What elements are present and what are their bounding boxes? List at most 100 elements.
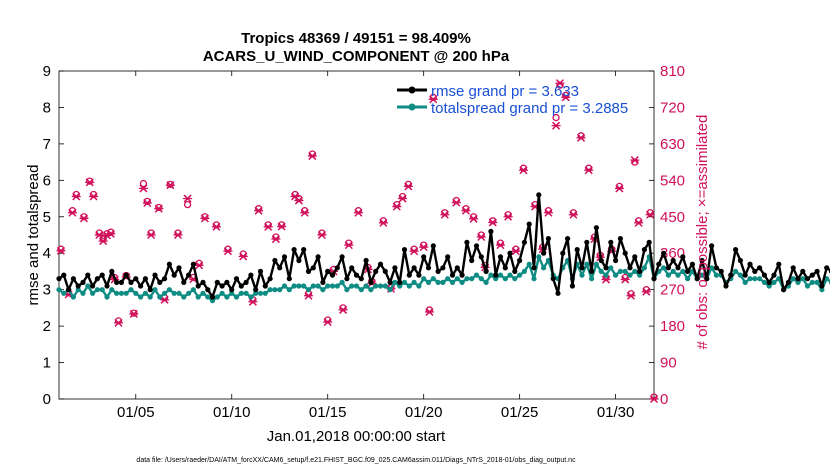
obs-assimilated-marker <box>424 307 434 316</box>
totalspread-point <box>521 268 528 274</box>
obs-possible-marker <box>80 213 88 221</box>
obs-assimilated-marker <box>263 222 273 231</box>
totalspread-point <box>464 276 470 282</box>
obs-assimilated-marker <box>461 206 471 215</box>
rmse-point <box>411 265 417 271</box>
obs-assimilated-marker <box>129 309 139 318</box>
totalspread-point <box>478 276 484 282</box>
y-left-tick-label: 7 <box>43 136 51 153</box>
rmse-point <box>85 272 91 278</box>
rmse-point <box>301 247 307 253</box>
rmse-point <box>382 268 388 274</box>
rmse-point <box>166 261 172 267</box>
rmse-point <box>406 272 412 278</box>
rmse-point <box>565 236 571 242</box>
totalspread-point <box>766 283 772 289</box>
legend-rmse-label: rmse grand pr = 3.633 <box>431 83 579 100</box>
totalspread-point <box>281 283 288 289</box>
rmse-point <box>281 254 288 260</box>
totalspread-point <box>680 268 686 274</box>
rmse-point <box>200 279 206 285</box>
legend-rmse-marker <box>408 86 416 94</box>
rmse-point <box>253 287 259 293</box>
rmse-point <box>401 247 408 253</box>
rmse-point <box>593 225 600 231</box>
x-tick-label: 01/30 <box>597 404 635 421</box>
totalspread-point <box>61 290 67 296</box>
rmse-point <box>133 276 139 282</box>
obs-assimilated-marker <box>392 202 402 211</box>
totalspread-point <box>445 276 451 282</box>
rmse-point <box>123 272 129 278</box>
totalspread-point <box>118 290 124 296</box>
rmse-point <box>114 279 120 285</box>
rmse-point <box>800 268 806 274</box>
rmse-point <box>517 257 523 264</box>
rmse-point <box>162 276 168 282</box>
obs-assimilated-marker <box>79 214 89 223</box>
rmse-point <box>349 265 355 271</box>
totalspread-point <box>665 272 672 278</box>
obs-assimilated-marker <box>56 246 66 255</box>
totalspread-point <box>262 290 268 296</box>
obs-assimilated-marker <box>614 184 625 193</box>
obs-assimilated-marker <box>634 218 644 227</box>
rmse-point <box>229 287 235 293</box>
totalspread-point <box>123 290 129 296</box>
obs-assimilated-marker <box>254 206 264 215</box>
rmse-point <box>608 239 614 245</box>
obs-assimilated-marker <box>620 275 630 284</box>
totalspread-point <box>166 287 172 293</box>
totalspread-point <box>301 283 307 289</box>
totalspread-point <box>771 279 777 285</box>
totalspread-point <box>613 272 619 278</box>
rmse-point <box>785 279 792 285</box>
rmse-point <box>569 283 576 289</box>
rmse-point <box>670 257 676 264</box>
totalspread-point <box>190 287 196 293</box>
rmse-line <box>58 193 830 299</box>
rmse-point <box>219 283 225 289</box>
y-left-tick-label: 6 <box>43 172 51 189</box>
totalspread-point <box>430 276 436 282</box>
y-right-tick-label: 0 <box>660 391 668 408</box>
rmse-point <box>80 279 86 285</box>
y-left-tick-label: 9 <box>43 63 51 80</box>
rmse-point <box>430 243 436 249</box>
obs-possible-marker <box>489 217 497 225</box>
totalspread-point <box>85 283 91 289</box>
totalspread-point <box>75 287 81 293</box>
obs-assimilated-marker <box>518 166 529 175</box>
totalspread-point <box>473 272 480 278</box>
rmse-point <box>483 268 489 274</box>
rmse-point <box>387 279 393 285</box>
y-right-tick-label: 630 <box>660 136 685 153</box>
totalspread-point <box>406 283 412 289</box>
x-tick-label: 01/10 <box>213 404 251 421</box>
rmse-point <box>310 265 316 271</box>
totalspread-point <box>248 294 254 300</box>
rmse-point <box>358 276 364 282</box>
rmse-point <box>555 290 561 296</box>
rmse-point <box>804 276 811 282</box>
totalspread-point <box>742 279 748 285</box>
totalspread-point <box>637 272 643 278</box>
obs-assimilated-marker <box>200 214 210 223</box>
rmse-point <box>781 287 787 293</box>
rmse-point <box>584 239 590 245</box>
obs-possible-marker <box>86 177 94 185</box>
y-right-tick-label: 540 <box>660 172 685 189</box>
totalspread-point <box>195 294 201 300</box>
obs-assimilated-marker <box>194 261 204 270</box>
rmse-point <box>488 228 494 234</box>
obs-assimilated-marker <box>88 192 99 201</box>
totalspread-point <box>440 279 446 285</box>
totalspread-point <box>176 290 182 296</box>
totalspread-point <box>757 276 763 282</box>
totalspread-point <box>421 276 427 282</box>
totalspread-point <box>373 283 379 289</box>
rmse-point <box>641 247 648 253</box>
rmse-point <box>656 261 662 267</box>
totalspread-point <box>142 290 148 296</box>
x-tick-label: 01/15 <box>309 404 347 421</box>
